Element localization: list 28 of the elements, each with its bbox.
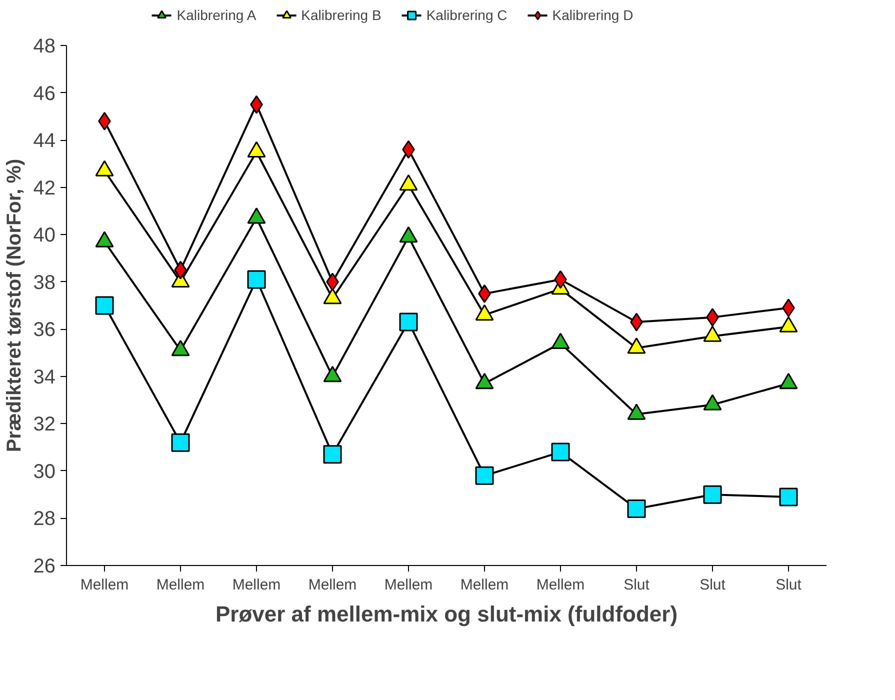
legend-label: Kalibrering C [426,7,508,23]
y-tick-label: 38 [33,272,56,294]
y-tick-label: 46 [33,82,56,105]
x-axis-title: Prøver af mellem-mix og slut-mix (fuldfoder) [215,602,678,626]
x-tick-label: Mellem [536,576,585,594]
x-tick-label: Slut [776,576,802,594]
y-tick-label: 34 [33,366,56,388]
y-tick-label: 32 [33,414,56,436]
x-tick-label: Mellem [232,576,281,594]
y-tick-label: 26 [33,556,56,578]
x-tick-label: Slut [624,576,650,594]
legend-label: Kalibrering B [301,7,382,23]
y-tick-label: 30 [33,460,56,483]
y-tick-label: 44 [33,130,56,152]
y-tick-label: 40 [33,224,56,247]
x-tick-label: Slut [700,576,726,594]
x-tick-label: Mellem [460,576,509,594]
x-tick-label: Mellem [384,576,433,594]
y-axis-title: Prædikteret tørstof (NorFor, %) [3,158,26,452]
x-tick-label: Mellem [308,576,357,594]
legend-label: Kalibrering A [176,7,256,23]
y-tick-label: 48 [33,36,56,58]
x-tick-label: Mellem [80,576,129,594]
y-tick-label: 28 [33,508,56,530]
y-tick-label: 36 [33,319,56,342]
legend-label: Kalibrering D [552,7,634,23]
y-tick-label: 42 [33,177,56,200]
x-tick-label: Mellem [156,576,205,594]
